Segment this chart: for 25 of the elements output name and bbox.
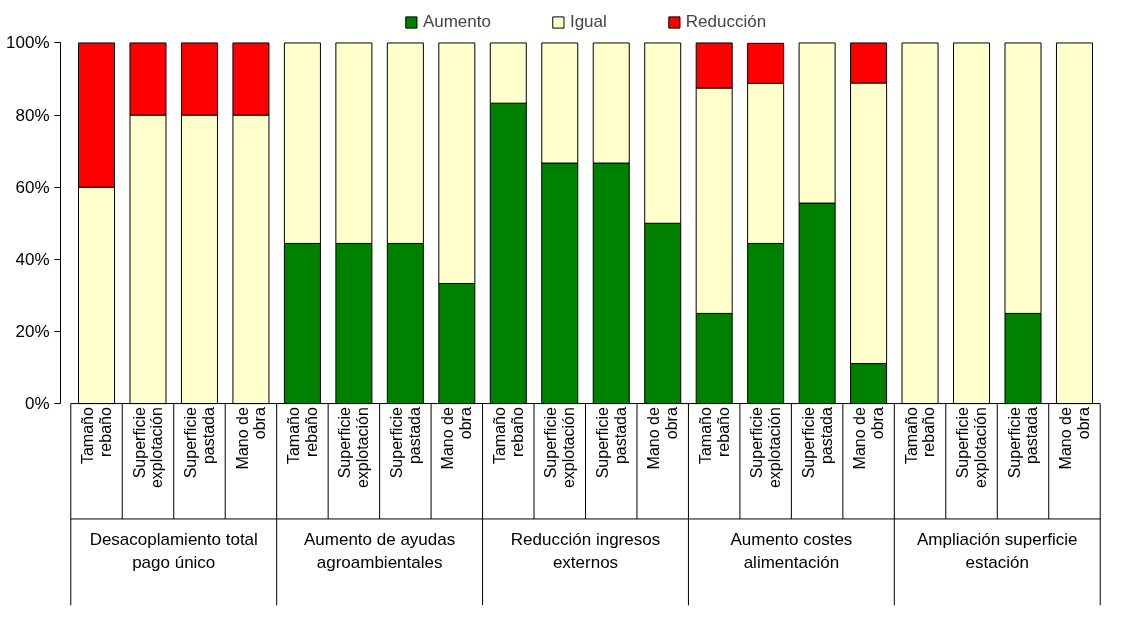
text: Reducción ingresos externos: [510, 529, 661, 572]
y-tick-label: 60%: [15, 177, 50, 197]
x-tick-label: Tamaño rebaño: [79, 407, 114, 465]
x-tick-label: Superficie pastada: [387, 407, 423, 479]
x-tick-label: Mano de obra: [1057, 407, 1092, 470]
x-tick-label: Superficie pastada: [1005, 407, 1041, 479]
y-tick-label: 80%: [15, 105, 50, 125]
legend-label: Aumento: [422, 12, 491, 32]
y-tick-label: 0%: [24, 394, 50, 414]
x-tick-label: Superficie pastada: [799, 407, 835, 479]
y-tick-label: 20%: [15, 321, 50, 341]
y-tick-label: 40%: [15, 249, 50, 269]
x-tick-label: Mano de obra: [851, 407, 887, 470]
text: Aumento costes alimentación: [730, 529, 853, 572]
x-tick-label: Superficie pastada: [593, 407, 629, 479]
legend-label: Igual: [569, 12, 607, 32]
text: Ampliación superficie estación: [916, 529, 1078, 572]
x-tick-label: Mano de obra: [233, 407, 269, 470]
x-tick-label: Superficie pastada: [182, 407, 217, 479]
text: Desacoplamiento total pago único: [89, 529, 258, 572]
x-tick-label: Mano de obra: [439, 407, 475, 470]
legend-label: Reducción: [685, 12, 767, 32]
text: Aumento de ayudas agroambientales: [304, 529, 456, 572]
y-tick-label: 100%: [6, 33, 50, 53]
x-tick-label: Mano de obra: [645, 407, 681, 470]
